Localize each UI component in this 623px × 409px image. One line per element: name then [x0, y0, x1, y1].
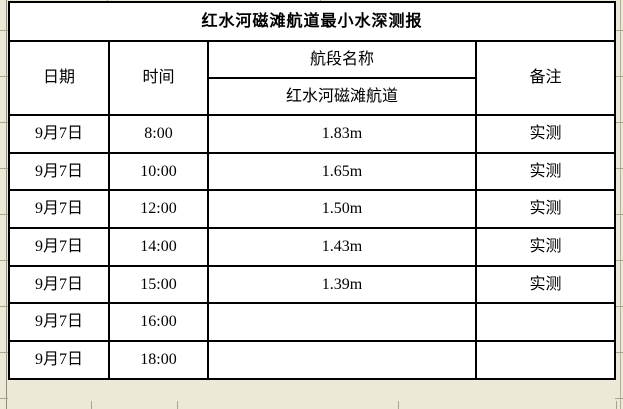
table-row: 9月7日 15:00 1.39m 实测	[8, 264, 616, 305]
sheet-gridline	[0, 168, 8, 169]
remark-cell[interactable]: 实测	[475, 227, 616, 267]
date-cell[interactable]: 9月7日	[8, 302, 110, 343]
header-remark[interactable]: 备注	[475, 40, 616, 116]
table-row: 9月7日 18:00	[8, 340, 616, 380]
time-cell[interactable]: 15:00	[108, 264, 209, 305]
sheet-gridline	[615, 30, 623, 31]
time-cell[interactable]: 12:00	[108, 189, 209, 230]
report-title[interactable]: 红水河磁滩航道最小水深测报	[8, 1, 616, 42]
depth-cell[interactable]: 1.50m	[207, 189, 477, 230]
sheet-gridline	[615, 214, 623, 215]
depth-cell[interactable]: 1.65m	[207, 151, 477, 192]
header-time[interactable]: 时间	[108, 40, 209, 116]
sheet-gridline	[0, 306, 8, 307]
header-date[interactable]: 日期	[8, 40, 110, 116]
sheet-gridline	[0, 122, 8, 123]
remark-cell[interactable]: 实测	[475, 114, 616, 154]
sheet-gridline	[398, 401, 399, 409]
sheet-gridline	[0, 260, 8, 261]
remark-cell[interactable]: 实测	[475, 189, 616, 230]
header-segment-name[interactable]: 红水河磁滩航道	[207, 77, 477, 116]
date-cell[interactable]: 9月7日	[8, 114, 110, 154]
sheet-gridline	[615, 398, 623, 399]
time-cell[interactable]: 16:00	[108, 302, 209, 343]
sheet-gridline	[91, 401, 92, 409]
sheet-gridline	[0, 352, 8, 353]
time-cell[interactable]: 18:00	[108, 340, 209, 380]
depth-cell[interactable]	[207, 302, 477, 343]
sheet-gridline	[615, 306, 623, 307]
water-depth-report-table: 红水河磁滩航道最小水深测报 日期 时间 航段名称 备注 红水河磁滩航道 9月7日…	[8, 1, 616, 380]
time-cell[interactable]: 10:00	[108, 151, 209, 192]
sheet-gridline	[0, 398, 8, 399]
remark-cell[interactable]	[475, 340, 616, 380]
header-segment[interactable]: 航段名称	[207, 40, 477, 79]
table-row: 9月7日 10:00 1.65m 实测	[8, 151, 616, 192]
date-cell[interactable]: 9月7日	[8, 264, 110, 305]
table-row: 9月7日 14:00 1.43m 实测	[8, 227, 616, 267]
remark-cell[interactable]	[475, 302, 616, 343]
date-cell[interactable]: 9月7日	[8, 151, 110, 192]
sheet-gridline	[0, 76, 8, 77]
table-row: 9月7日 8:00 1.83m 实测	[8, 114, 616, 154]
sheet-gridline	[0, 30, 8, 31]
time-cell[interactable]: 8:00	[108, 114, 209, 154]
sheet-gridline	[620, 0, 621, 409]
date-cell[interactable]: 9月7日	[8, 227, 110, 267]
sheet-gridline	[615, 122, 623, 123]
table-row: 9月7日 12:00 1.50m 实测	[8, 189, 616, 230]
sheet-gridline	[615, 168, 623, 169]
depth-cell[interactable]: 1.43m	[207, 227, 477, 267]
sheet-gridline	[6, 0, 7, 409]
time-cell[interactable]: 14:00	[108, 227, 209, 267]
sheet-gridline	[616, 401, 617, 409]
date-cell[interactable]: 9月7日	[8, 189, 110, 230]
sheet-gridline	[615, 76, 623, 77]
depth-cell[interactable]: 1.39m	[207, 264, 477, 305]
date-cell[interactable]: 9月7日	[8, 340, 110, 380]
depth-cell[interactable]	[207, 340, 477, 380]
depth-cell[interactable]: 1.83m	[207, 114, 477, 154]
remark-cell[interactable]: 实测	[475, 264, 616, 305]
table-row: 9月7日 16:00	[8, 302, 616, 343]
remark-cell[interactable]: 实测	[475, 151, 616, 192]
sheet-gridline	[615, 352, 623, 353]
sheet-gridline	[0, 214, 8, 215]
sheet-gridline	[177, 401, 178, 409]
sheet-gridline	[615, 260, 623, 261]
